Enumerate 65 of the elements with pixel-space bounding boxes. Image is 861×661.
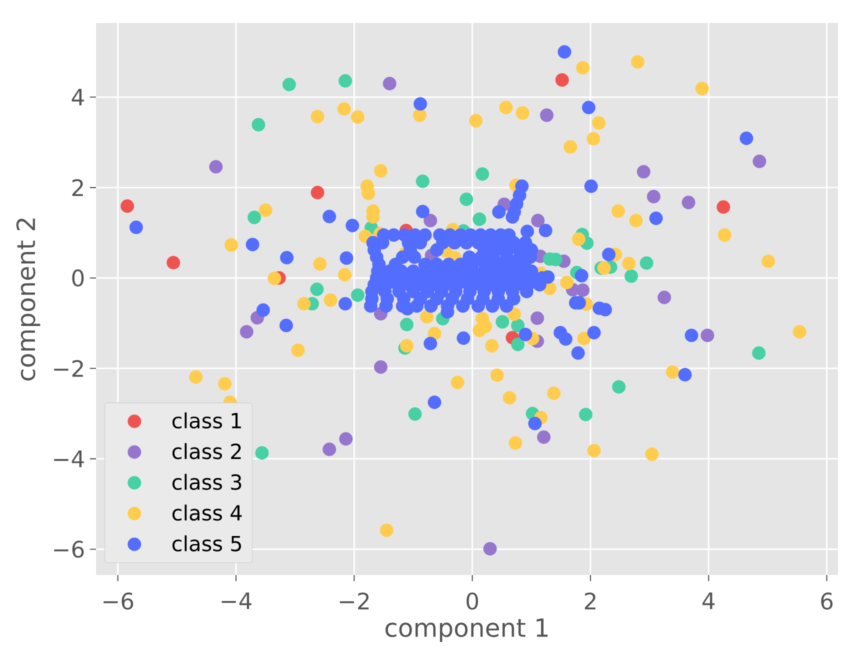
point (716, 200, 730, 214)
point (282, 78, 296, 92)
point (658, 290, 672, 304)
legend-label: class 4 (172, 504, 242, 521)
point (166, 256, 180, 270)
point (416, 174, 430, 188)
point (531, 214, 545, 228)
legend-label: class 3 (172, 474, 242, 490)
legend-label: class 2 (172, 443, 241, 460)
point (382, 76, 396, 90)
x-tick-label: −4 (222, 592, 252, 610)
point (338, 74, 352, 88)
point (624, 269, 638, 283)
point (476, 167, 490, 181)
point (408, 407, 422, 421)
point (424, 214, 438, 228)
point (530, 311, 544, 325)
point (350, 288, 364, 302)
point (310, 186, 324, 200)
point (700, 328, 714, 342)
x-tick-label: 6 (821, 592, 833, 610)
point (472, 212, 486, 226)
point (579, 408, 592, 422)
point (752, 346, 766, 360)
legend-label: class 1 (172, 412, 241, 429)
y-tick-label: −2 (54, 360, 83, 377)
point (483, 542, 497, 556)
point (540, 108, 554, 122)
point (682, 196, 696, 210)
point (248, 210, 262, 224)
point (322, 442, 336, 456)
point (120, 199, 134, 213)
y-axis-title: component 2 (16, 218, 40, 380)
point (496, 315, 510, 329)
legend-label: class 5 (172, 535, 241, 552)
x-tick-label: 4 (702, 592, 715, 610)
point (511, 338, 525, 352)
point (209, 160, 223, 174)
y-tick-label: 2 (72, 179, 83, 196)
point (537, 430, 551, 444)
point (255, 446, 269, 460)
point (511, 318, 525, 332)
point (576, 283, 590, 297)
y-tick-label: −4 (54, 450, 84, 468)
point (374, 360, 388, 374)
point (752, 154, 766, 168)
point (612, 380, 626, 394)
y-tick-label: 4 (72, 88, 84, 106)
x-axis-title: component 1 (386, 618, 548, 642)
point (646, 190, 660, 204)
point (636, 164, 650, 178)
point (310, 282, 324, 296)
x-tick-label: −6 (104, 592, 134, 610)
x-tick-label: 2 (584, 592, 596, 610)
y-tick-label: −6 (54, 540, 84, 558)
x-tick-label: 0 (466, 592, 478, 610)
point (640, 256, 654, 270)
y-tick-label: 0 (72, 269, 84, 287)
x-tick-label: −2 (340, 592, 369, 610)
point (555, 73, 569, 87)
point (339, 432, 353, 446)
point (240, 325, 254, 339)
point (252, 118, 266, 132)
point (460, 192, 474, 206)
point (400, 318, 414, 332)
